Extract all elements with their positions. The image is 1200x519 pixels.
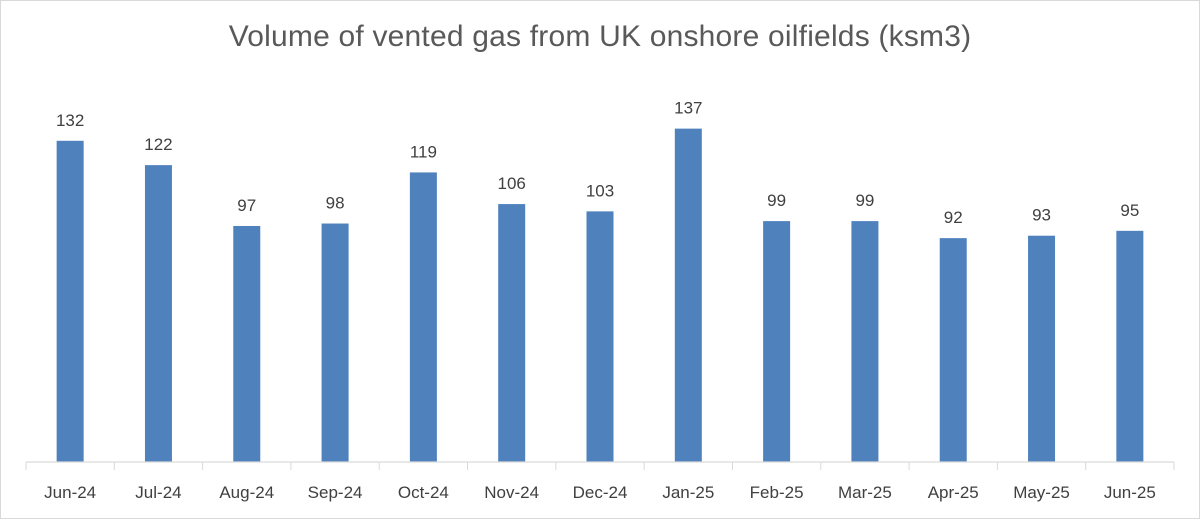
x-tick-label-aug-24: Aug-24: [219, 483, 274, 502]
data-label-apr-25: 92: [944, 208, 963, 227]
data-label-jun-25: 95: [1120, 201, 1139, 220]
bar-series: [56, 128, 1144, 463]
bar-oct-24: [409, 172, 437, 462]
bar-jan-25: [674, 128, 702, 462]
bar-apr-25: [939, 238, 967, 462]
data-label-jun-24: 132: [56, 111, 84, 130]
x-axis-tick-labels: Jun-24 Jul-24 Aug-24 Sep-24 Oct-24 Nov-24 Dec-…: [44, 483, 1156, 502]
data-label-aug-24: 97: [237, 196, 256, 215]
x-tick-label-sep-24: Sep-24: [308, 483, 363, 502]
data-labels: 132 122 97 98 119 106 103 137 99 99 92 93 95: [56, 99, 1139, 228]
x-axis-ticks: [25, 462, 1175, 470]
bar-jul-24: [144, 165, 172, 462]
x-tick-label-nov-24: Nov-24: [484, 483, 539, 502]
data-label-nov-24: 106: [498, 174, 526, 193]
x-tick-label-feb-25: Feb-25: [750, 483, 804, 502]
bar-aug-24: [233, 225, 261, 462]
x-tick-label-mar-25: Mar-25: [838, 483, 892, 502]
chart-title: Volume of vented gas from UK onshore oil…: [228, 20, 972, 53]
data-label-jan-25: 137: [674, 99, 702, 118]
x-tick-label-dec-24: Dec-24: [573, 483, 628, 502]
bar-jun-25: [1116, 230, 1144, 462]
x-tick-label-jul-24: Jul-24: [135, 483, 181, 502]
x-tick-label-jan-25: Jan-25: [662, 483, 714, 502]
bar-dec-24: [586, 211, 614, 462]
x-tick-label-may-25: May-25: [1013, 483, 1070, 502]
x-tick-label-oct-24: Oct-24: [398, 483, 449, 502]
bar-feb-25: [763, 221, 791, 462]
data-label-jul-24: 122: [144, 135, 172, 154]
bar-sep-24: [321, 223, 349, 462]
data-label-oct-24: 119: [410, 142, 437, 161]
bar-jun-24: [56, 140, 84, 463]
data-label-dec-24: 103: [586, 181, 614, 200]
x-tick-label-jun-24: Jun-24: [44, 483, 96, 502]
data-label-mar-25: 99: [855, 191, 874, 210]
x-tick-label-jun-25: Jun-25: [1104, 483, 1156, 502]
data-label-feb-25: 99: [767, 191, 786, 210]
bar-mar-25: [851, 221, 879, 462]
data-label-sep-24: 98: [326, 194, 345, 213]
bar-may-25: [1028, 235, 1056, 462]
bar-nov-24: [498, 204, 526, 462]
data-label-may-25: 93: [1032, 206, 1051, 225]
x-tick-label-apr-25: Apr-25: [928, 483, 979, 502]
